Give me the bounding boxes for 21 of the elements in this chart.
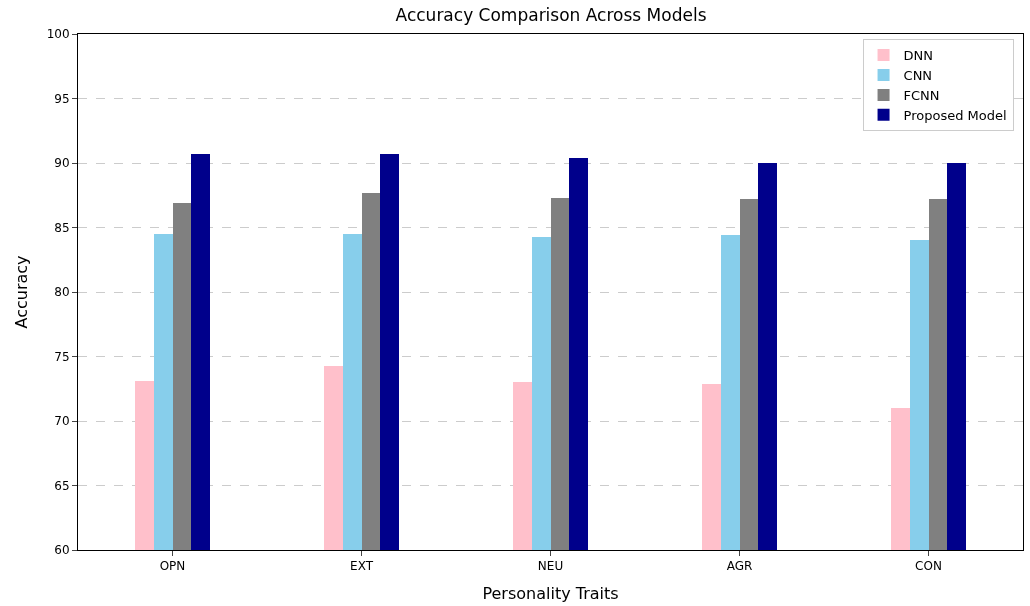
legend-label: CNN <box>903 68 933 84</box>
y-tick-label: 90 <box>54 156 70 171</box>
y-tick-label: 70 <box>54 414 70 429</box>
y-tick-label: 85 <box>54 220 70 235</box>
legend-label: DNN <box>903 48 934 64</box>
x-tick-label: CON <box>915 559 942 574</box>
legend-label: FCNN <box>903 87 940 103</box>
chart-title: Accuracy Comparison Across Models <box>395 4 707 25</box>
y-tick-label: 60 <box>54 543 70 558</box>
y-tick-label: 80 <box>54 285 70 300</box>
x-tick-label: AGR <box>726 559 753 574</box>
y-tick-label: 95 <box>54 91 70 106</box>
x-tick-label: OPN <box>159 559 186 574</box>
x-tick-label: EXT <box>350 559 374 574</box>
x-tick-label: NEU <box>537 559 564 574</box>
y-tick-label: 100 <box>46 27 70 42</box>
legend-label: Proposed Model <box>903 107 1007 123</box>
x-axis-title: Personality Traits <box>482 584 619 604</box>
y-tick-label: 65 <box>54 478 70 493</box>
y-axis-title: Accuracy <box>11 255 31 329</box>
y-tick-label: 75 <box>54 349 70 364</box>
